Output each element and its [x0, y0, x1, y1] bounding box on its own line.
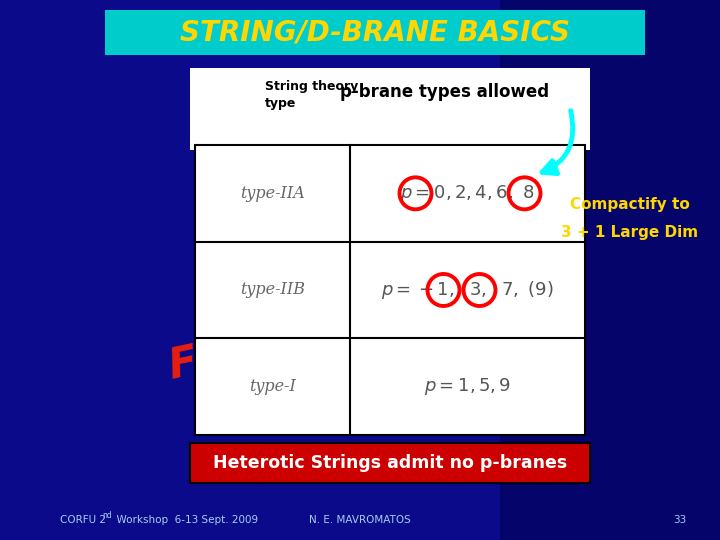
Bar	[190, 443, 590, 483]
Text: type-I: type-I	[249, 378, 296, 395]
FancyArrowPatch shape	[542, 111, 573, 173]
Text: CORFU 2: CORFU 2	[60, 515, 106, 525]
Text: Heterotic Strings admit no p-branes: Heterotic Strings admit no p-branes	[213, 454, 567, 472]
Text: 3 + 1 Large Dim: 3 + 1 Large Dim	[562, 225, 698, 240]
Bar	[500, 0, 720, 540]
Bar	[105, 10, 645, 55]
Text: String theory: String theory	[265, 80, 359, 93]
Text: type-IIA: type-IIA	[240, 185, 305, 202]
Text: type: type	[265, 97, 297, 110]
Text: Workshop  6-13 Sept. 2009: Workshop 6-13 Sept. 2009	[110, 515, 258, 525]
Bar	[190, 68, 590, 150]
Text: p-brane types allowed: p-brane types allowed	[341, 83, 549, 101]
Text: Compactify to: Compactify to	[570, 198, 690, 213]
Text: N. E. MAVROMATOS: N. E. MAVROMATOS	[309, 515, 411, 525]
Text: nd: nd	[102, 510, 112, 519]
Text: STRING/D-BRANE BASICS: STRING/D-BRANE BASICS	[180, 18, 570, 46]
Text: For our models: For our models	[165, 273, 517, 387]
Text: $p = 0, 2, 4, 6,\ 8$: $p = 0, 2, 4, 6,\ 8$	[400, 183, 535, 204]
Text: $p = -1,\ \ 3,\ \ 7,\ (9)$: $p = -1,\ \ 3,\ \ 7,\ (9)$	[381, 279, 554, 301]
Bar	[195, 145, 585, 435]
Text: type-IIB: type-IIB	[240, 281, 305, 299]
Text: 33: 33	[673, 515, 687, 525]
Ellipse shape	[225, 310, 325, 400]
Text: $p = 1, 5, 9$: $p = 1, 5, 9$	[424, 376, 511, 397]
